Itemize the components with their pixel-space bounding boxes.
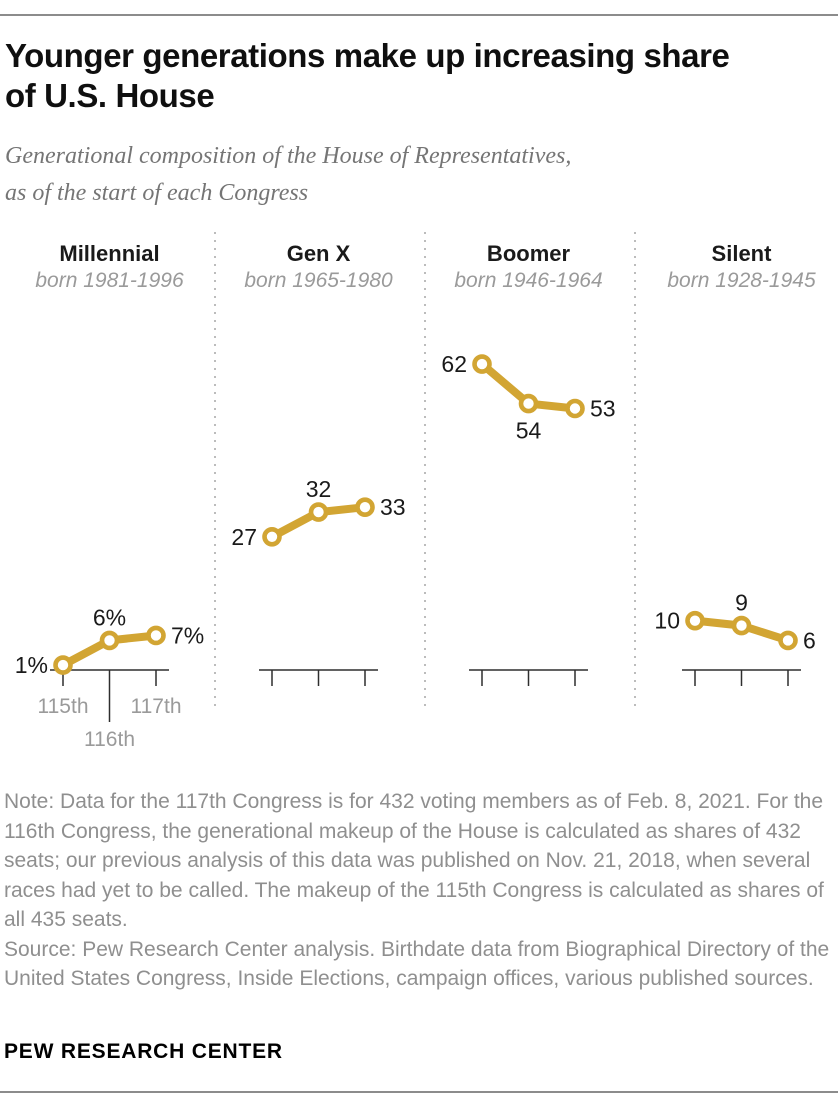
panel-boomer: 62 54 53	[441, 351, 616, 686]
generation-birth-years: born 1981-1996	[35, 269, 184, 292]
data-point	[53, 655, 73, 675]
data-point	[308, 502, 329, 522]
data-point	[355, 497, 375, 517]
data-value-label: 9	[735, 590, 748, 616]
data-value-label: 32	[306, 476, 332, 502]
note-text: Note: Data for the 117th Congress is for…	[4, 790, 824, 931]
source-text: Source: Pew Research Center analysis. Bi…	[4, 937, 830, 991]
data-point	[731, 615, 752, 636]
data-value-label: 54	[516, 418, 542, 444]
panel-millennial: 115th 117th 116th 1% 6% 7%	[15, 604, 205, 751]
chart-canvas: 115th 117th 116th 1% 6% 7% 27 32 33 62 54 53 10 9 6	[15, 232, 816, 751]
pew-research-center-wordmark: PEW RESEARCH CENTER	[4, 1040, 283, 1063]
data-point	[99, 630, 120, 651]
data-value-label: 6%	[93, 604, 126, 630]
generation-name: Gen X	[286, 241, 351, 266]
data-value-label: 7%	[171, 622, 204, 648]
data-point	[146, 625, 166, 646]
title-line-2: of U.S. House	[5, 77, 215, 114]
page-title: Younger generations make up increasing s…	[5, 36, 730, 116]
x-axis-label: 115th	[38, 695, 89, 718]
generation-birth-years: born 1946-1964	[454, 269, 603, 292]
subtitle-line-2: as of the start of each Congress	[5, 180, 309, 206]
subtitle-line-1: Generational composition of the House of…	[5, 143, 572, 169]
data-point	[518, 393, 539, 414]
data-value-label: 6	[803, 627, 816, 653]
panel-gen-x: 27 32 33	[231, 476, 406, 686]
panel-header-silent: Silent born 1928-1945	[667, 240, 815, 294]
generation-birth-years: born 1928-1945	[667, 269, 816, 292]
data-point	[685, 610, 705, 631]
panel-silent: 10 9 6	[654, 590, 816, 686]
data-value-label: 27	[231, 524, 257, 550]
generation-name: Millennial	[59, 241, 160, 266]
generation-birth-years: born 1965-1980	[244, 269, 393, 292]
generation-name: Silent	[711, 241, 772, 266]
generation-name: Boomer	[486, 241, 571, 266]
data-value-label: 62	[441, 351, 467, 377]
data-value-label: 33	[380, 494, 406, 520]
top-divider	[0, 14, 838, 16]
chart-subtitle: Generational composition of the House of…	[5, 138, 571, 212]
bottom-divider	[0, 1091, 838, 1093]
data-value-label: 53	[590, 395, 616, 421]
panel-header-genx: Gen X born 1965-1980	[244, 240, 392, 294]
panel-header-boomer: Boomer born 1946-1964	[454, 240, 602, 294]
notes-block: Note: Data for the 117th Congress is for…	[4, 787, 834, 994]
data-value-label: 10	[654, 608, 680, 634]
panel-header-millennial: Millennial born 1981-1996	[35, 240, 183, 294]
data-value-label: 1%	[15, 652, 48, 678]
data-point	[262, 526, 282, 547]
x-axis-label: 117th	[131, 695, 182, 718]
data-point	[778, 630, 798, 651]
data-point	[565, 398, 585, 419]
title-line-1: Younger generations make up increasing s…	[5, 37, 730, 74]
data-point	[472, 354, 492, 374]
x-axis-label: 116th	[84, 728, 135, 751]
